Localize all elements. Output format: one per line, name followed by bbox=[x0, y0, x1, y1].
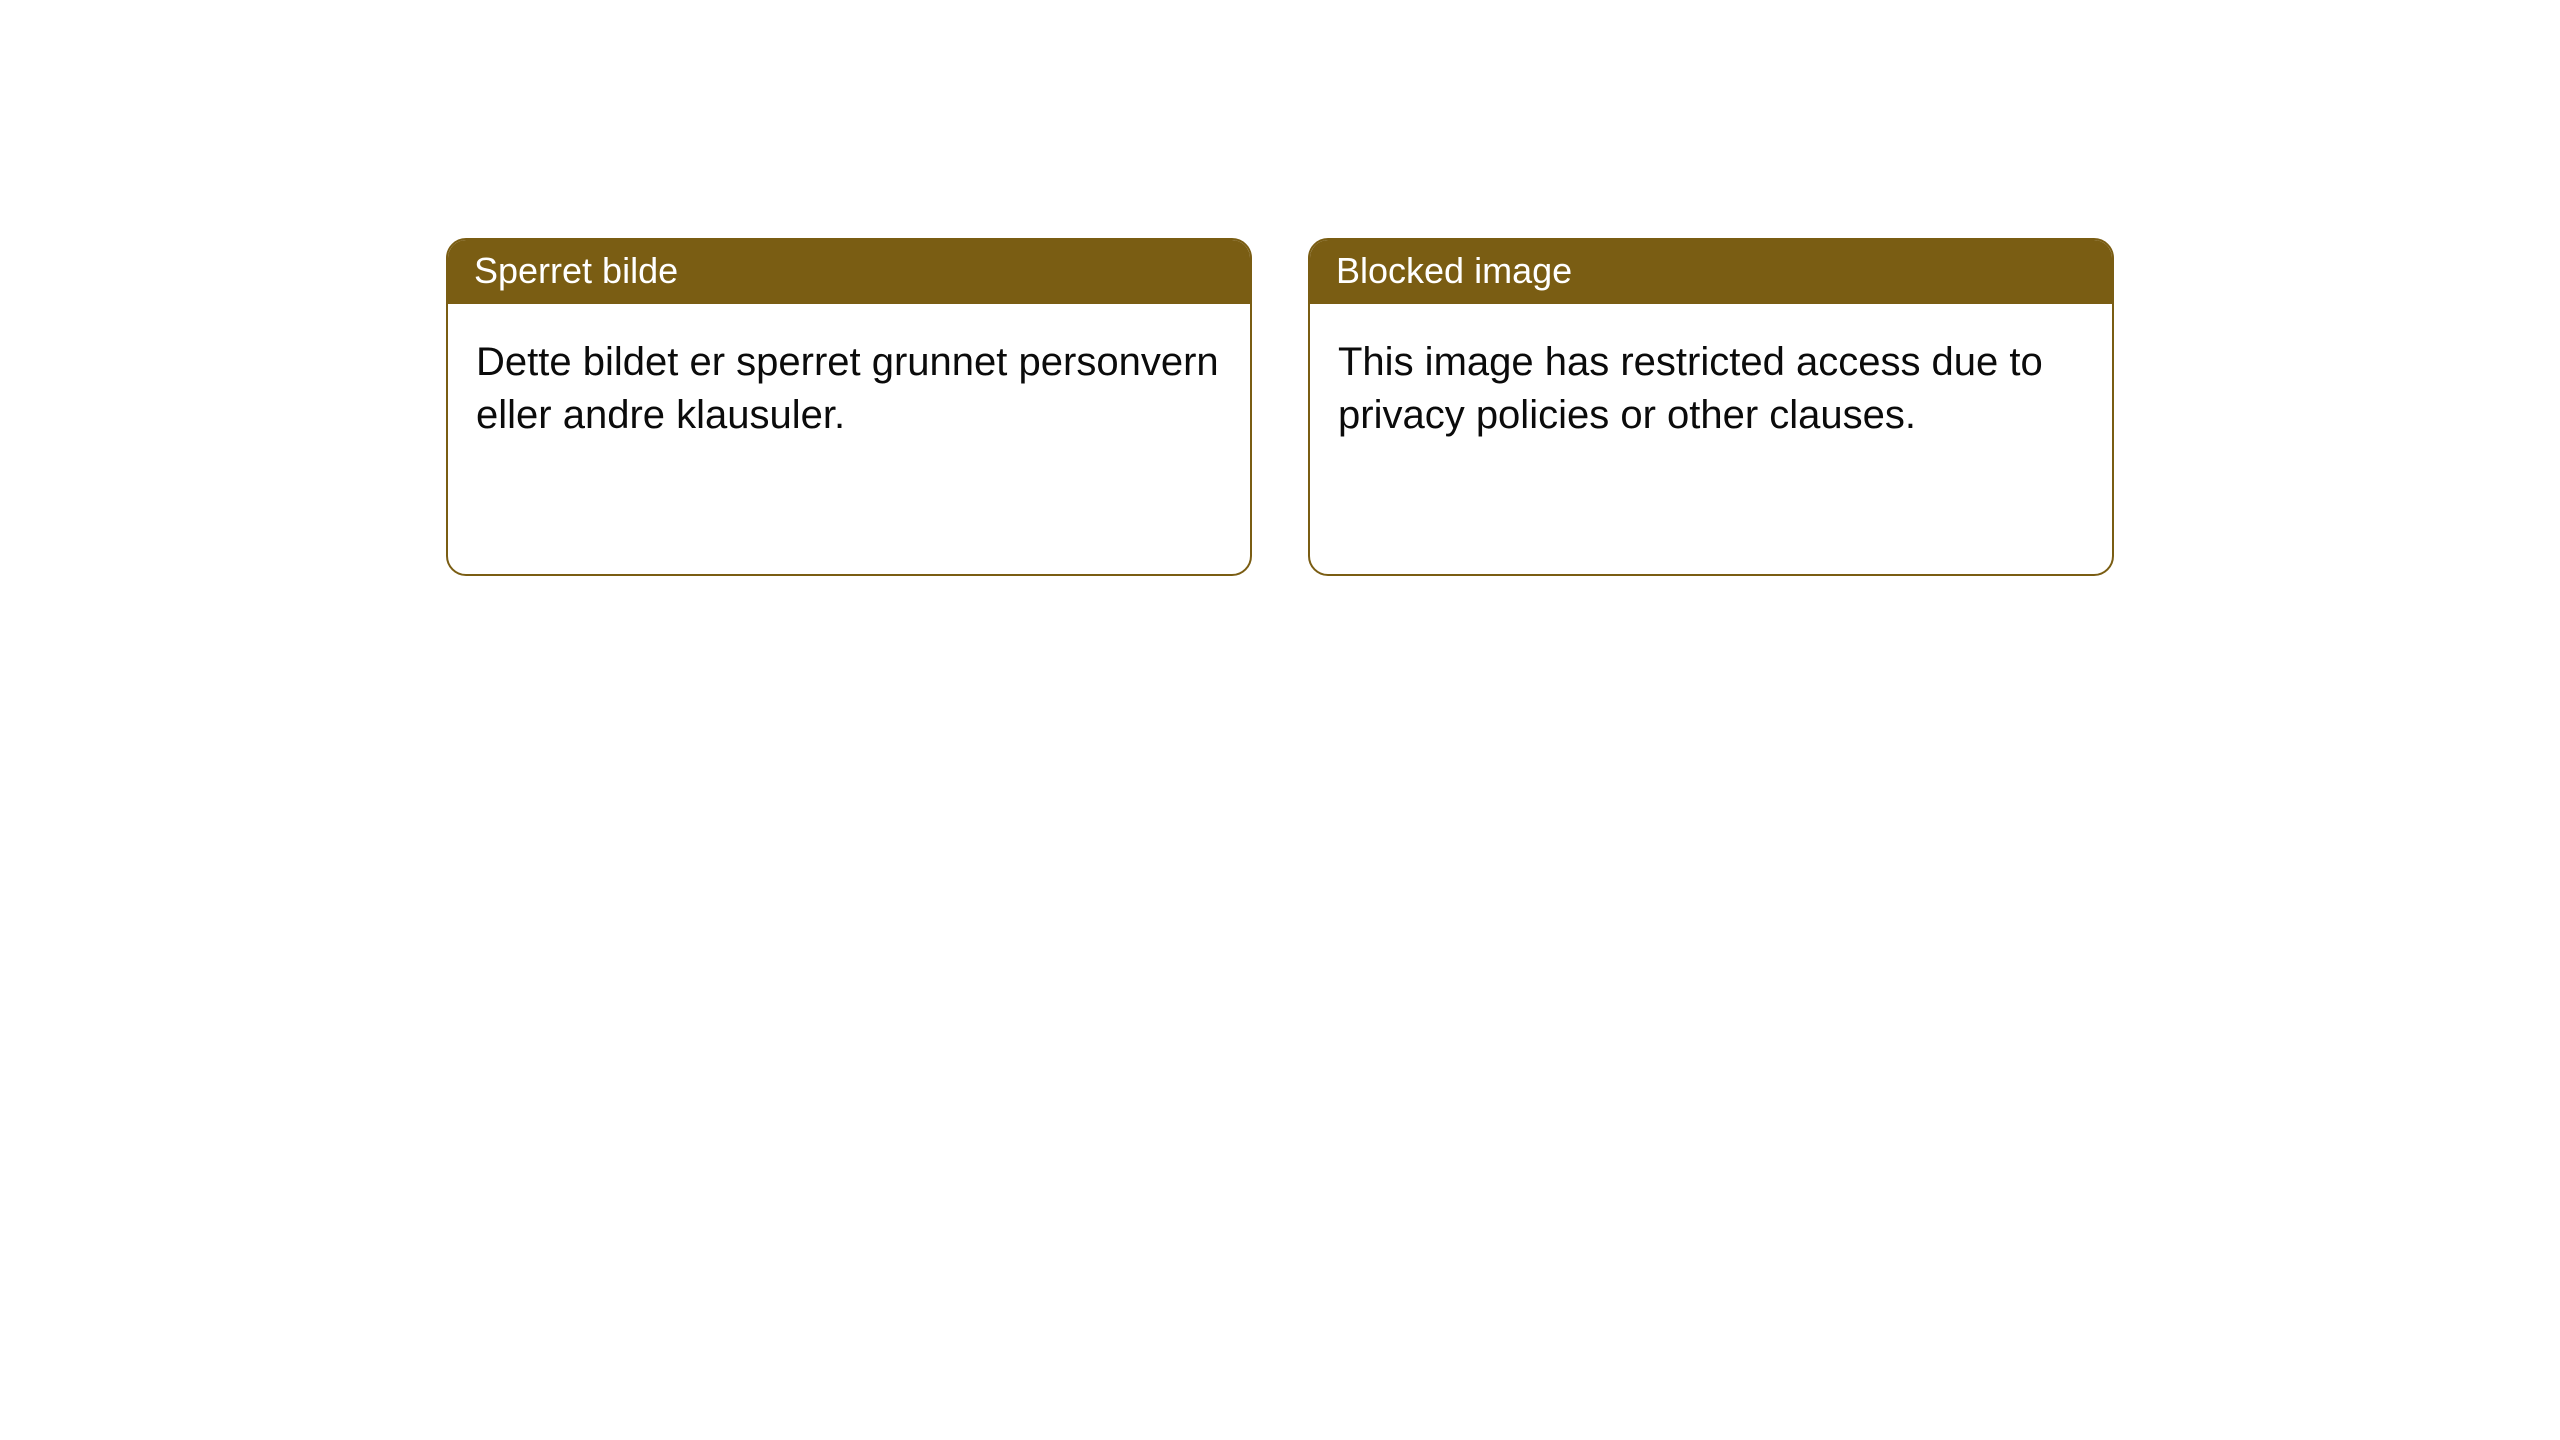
notice-card-english: Blocked image This image has restricted … bbox=[1308, 238, 2114, 576]
notice-title: Sperret bilde bbox=[448, 240, 1250, 304]
notice-title: Blocked image bbox=[1310, 240, 2112, 304]
notice-container: Sperret bilde Dette bildet er sperret gr… bbox=[0, 0, 2560, 576]
notice-card-norwegian: Sperret bilde Dette bildet er sperret gr… bbox=[446, 238, 1252, 576]
notice-body: This image has restricted access due to … bbox=[1310, 304, 2112, 474]
notice-body: Dette bildet er sperret grunnet personve… bbox=[448, 304, 1250, 474]
